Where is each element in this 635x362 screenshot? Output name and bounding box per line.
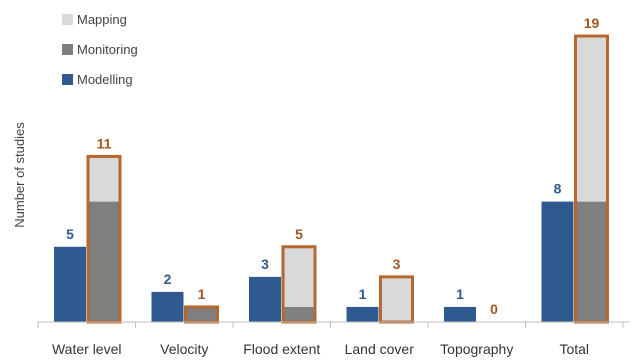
value-label-modelling-flood-extent: 3 [261,256,269,272]
x-tick-label-flood-extent: Flood extent [243,341,320,357]
bar-mapping-total [575,36,608,202]
bar-modelling-velocity [151,291,184,322]
legend-swatch-monitoring [62,44,73,55]
value-label-modelling-topography: 1 [456,286,464,302]
bar-monitoring-flood-extent [283,306,315,322]
y-axis-label: Number of studies [12,122,27,228]
value-label-observation-total: 19 [584,15,600,31]
x-tick-label-water-level: Water level [52,341,122,357]
value-label-modelling-total: 8 [554,181,562,197]
value-labels: 5 11 2 1 3 5 1 3 1 0 8 19 [66,15,599,317]
bar-monitoring-total [575,201,608,322]
value-label-observation-topography: 0 [490,301,498,317]
bar-monitoring-water-level [88,201,120,322]
value-label-modelling-velocity: 2 [164,271,172,287]
legend-swatch-mapping [62,14,73,25]
value-label-modelling-water-level: 5 [66,226,74,242]
legend-label-modelling: Modelling [77,72,133,87]
value-label-modelling-land-cover: 1 [359,286,367,302]
legend-label-monitoring: Monitoring [77,42,138,57]
value-label-observation-water-level: 11 [97,135,112,151]
legend-swatch-modelling [62,74,73,85]
bar-mapping-flood-extent [283,246,315,307]
x-tick-label-velocity: Velocity [160,341,208,357]
bar-modelling-flood-extent [249,276,281,322]
bar-modelling-topography [444,306,476,322]
value-label-observation-land-cover: 3 [393,256,401,272]
value-label-observation-flood-extent: 5 [295,226,303,242]
value-label-observation-velocity: 1 [198,286,206,302]
bar-modelling-land-cover [346,306,379,322]
x-tick-label-land-cover: Land cover [345,341,415,357]
bar-monitoring-velocity [185,306,218,322]
legend-label-mapping: Mapping [77,12,127,27]
bars-group [54,34,609,324]
bar-modelling-water-level [54,246,86,322]
x-axis-ticks: Water level Velocity Flood extent Land cove… [37,322,624,357]
bar-mapping-land-cover [380,276,413,322]
chart-legend: Mapping Monitoring Modelling [62,12,138,87]
x-tick-label-topography: Topography [440,341,513,357]
x-tick-label-total: Total [559,341,589,357]
bar-mapping-water-level [88,156,120,202]
bar-modelling-total [541,201,574,322]
